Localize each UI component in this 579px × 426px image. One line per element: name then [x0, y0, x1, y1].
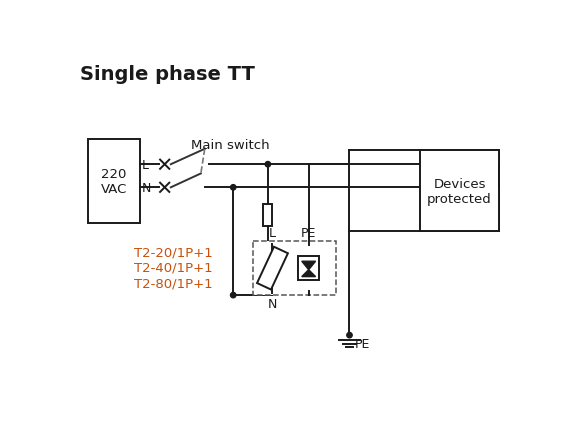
Text: L: L: [142, 158, 149, 171]
Circle shape: [230, 185, 236, 190]
Text: Single phase TT: Single phase TT: [80, 65, 255, 84]
Circle shape: [265, 162, 270, 167]
Bar: [420, 151, 499, 232]
Bar: [87, 139, 140, 224]
Text: L: L: [269, 226, 276, 239]
Text: N: N: [268, 298, 277, 311]
Bar: [298, 256, 320, 281]
Bar: [253, 242, 336, 295]
Text: PE: PE: [301, 226, 316, 239]
Circle shape: [230, 293, 236, 298]
Text: 220
VAC: 220 VAC: [101, 168, 127, 196]
Polygon shape: [257, 247, 288, 290]
Text: N: N: [142, 181, 151, 194]
Text: Devices
protected: Devices protected: [427, 177, 492, 205]
Polygon shape: [302, 270, 316, 277]
Polygon shape: [302, 262, 316, 270]
Bar: [263, 205, 273, 226]
Text: Main switch: Main switch: [191, 138, 269, 151]
Text: T2-40/1P+1: T2-40/1P+1: [134, 261, 212, 274]
Text: T2-20/1P+1: T2-20/1P+1: [134, 246, 212, 259]
Text: PE: PE: [355, 337, 370, 350]
Text: T2-80/1P+1: T2-80/1P+1: [134, 276, 212, 290]
Circle shape: [347, 333, 352, 338]
